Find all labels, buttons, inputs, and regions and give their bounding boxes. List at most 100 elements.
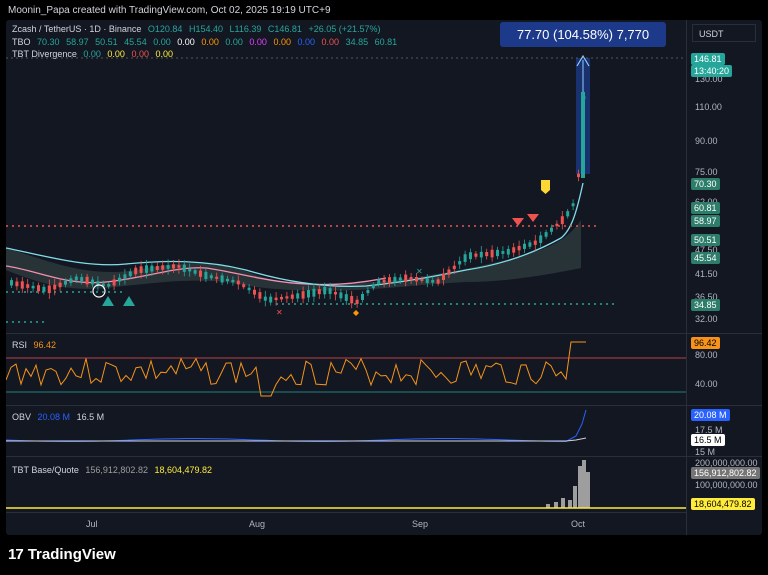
sell-signal-triangle-2[interactable]: [527, 214, 539, 222]
candle-body[interactable]: [26, 284, 30, 288]
candle-body[interactable]: [101, 283, 105, 287]
candle-body[interactable]: [193, 270, 197, 274]
candle-body[interactable]: [231, 279, 235, 283]
candle-body[interactable]: [447, 269, 451, 275]
candle-body[interactable]: [517, 245, 521, 251]
candle-body[interactable]: [220, 275, 224, 283]
candle-body[interactable]: [355, 299, 359, 304]
candle-body[interactable]: [393, 276, 397, 283]
candle-body[interactable]: [253, 289, 256, 295]
candle-body[interactable]: [512, 247, 516, 253]
candle-body[interactable]: [53, 284, 57, 290]
candle-body[interactable]: [463, 254, 467, 262]
candle-body[interactable]: [528, 242, 532, 247]
candle-body[interactable]: [47, 285, 51, 294]
price-axis[interactable]: 130.00 110.00 90.00 75.00 62.00 47.50 41…: [686, 20, 762, 535]
rsi-legend[interactable]: RSI 96.42: [12, 340, 60, 350]
candle-body[interactable]: [209, 275, 213, 279]
candle-body[interactable]: [323, 286, 327, 295]
candle-body[interactable]: [226, 278, 229, 282]
candle-body[interactable]: [409, 276, 413, 280]
candle-body[interactable]: [134, 267, 138, 275]
candle-body[interactable]: [236, 280, 240, 285]
candle-body[interactable]: [172, 264, 175, 269]
obv-legend[interactable]: OBV 20.08 M 16.5 M: [12, 412, 108, 422]
candle-body[interactable]: [560, 216, 564, 225]
candle-body[interactable]: [571, 203, 575, 207]
candle-body[interactable]: [290, 294, 294, 299]
candle-body[interactable]: [296, 293, 300, 299]
candle-body[interactable]: [485, 252, 489, 257]
candle-body[interactable]: [371, 284, 375, 289]
chart-canvas[interactable]: ✕ ✕: [6, 20, 686, 512]
currency-selector[interactable]: USDT: [692, 24, 756, 42]
candle-body[interactable]: [58, 282, 62, 288]
candle-body[interactable]: [118, 277, 121, 282]
last-candle[interactable]: [581, 92, 585, 178]
candle-body[interactable]: [566, 211, 570, 217]
candle-body[interactable]: [85, 276, 89, 285]
candle-body[interactable]: [350, 296, 354, 304]
time-axis[interactable]: Jul Aug Sep Oct: [6, 512, 686, 535]
candle-body[interactable]: [64, 280, 67, 285]
candle-body[interactable]: [388, 277, 391, 284]
candle-body[interactable]: [382, 279, 386, 283]
candle-body[interactable]: [544, 232, 548, 237]
pane-separator-obv[interactable]: [6, 405, 762, 406]
candle-body[interactable]: [107, 284, 111, 287]
candle-body[interactable]: [474, 253, 478, 257]
chart-frame[interactable]: Zcash / TetherUS · 1D · Binance O120.84 …: [6, 20, 762, 535]
candle-body[interactable]: [285, 296, 289, 299]
pane-separator-rsi[interactable]: [6, 333, 762, 334]
candle-body[interactable]: [269, 296, 273, 303]
candle-body[interactable]: [301, 291, 305, 299]
candle-body[interactable]: [458, 261, 462, 265]
candle-body[interactable]: [577, 173, 580, 178]
candle-body[interactable]: [20, 281, 24, 289]
candle-body[interactable]: [334, 291, 337, 295]
candle-body[interactable]: [501, 251, 505, 254]
candle-body[interactable]: [42, 286, 46, 292]
candle-body[interactable]: [469, 252, 472, 260]
candle-body[interactable]: [215, 276, 219, 279]
candle-body[interactable]: [490, 249, 494, 258]
rsi-line[interactable]: [6, 341, 586, 397]
candle-body[interactable]: [274, 297, 278, 301]
candle-body[interactable]: [263, 296, 267, 301]
candle-body[interactable]: [366, 290, 370, 294]
candle-body[interactable]: [442, 273, 445, 280]
candle-body[interactable]: [31, 285, 35, 289]
candle-body[interactable]: [150, 265, 154, 272]
candle-body[interactable]: [139, 266, 143, 273]
candle-body[interactable]: [10, 280, 13, 286]
tbo-legend[interactable]: TBO 70.30 58.97 50.51 45.54 0.00 0.00 0.…: [12, 37, 401, 47]
tbt-volume-bars[interactable]: [546, 460, 590, 508]
candle-body[interactable]: [91, 279, 94, 285]
candle-body[interactable]: [242, 284, 246, 288]
candle-body[interactable]: [404, 274, 408, 282]
candle-body[interactable]: [361, 294, 364, 300]
candle-body[interactable]: [96, 281, 100, 286]
candle-body[interactable]: [344, 294, 348, 301]
candle-body[interactable]: [452, 265, 456, 270]
sell-signal-triangle[interactable]: [512, 218, 524, 226]
candle-body[interactable]: [123, 274, 127, 280]
candle-body[interactable]: [496, 249, 499, 257]
candle-body[interactable]: [431, 280, 435, 283]
candle-body[interactable]: [420, 278, 424, 282]
candle-body[interactable]: [555, 223, 559, 227]
candle-series[interactable]: [10, 91, 586, 309]
candle-body[interactable]: [112, 279, 116, 286]
tradingview-brand[interactable]: 17 TradingView: [8, 546, 116, 563]
candle-body[interactable]: [247, 287, 251, 291]
candle-body[interactable]: [398, 277, 402, 281]
candle-body[interactable]: [199, 270, 202, 277]
pane-separator-tbt[interactable]: [6, 456, 762, 457]
candle-body[interactable]: [37, 285, 40, 292]
candle-body[interactable]: [177, 265, 181, 268]
candle-body[interactable]: [182, 264, 186, 272]
candle-body[interactable]: [339, 292, 343, 299]
candle-body[interactable]: [307, 290, 310, 298]
candle-body[interactable]: [436, 279, 440, 284]
candle-body[interactable]: [15, 281, 19, 287]
